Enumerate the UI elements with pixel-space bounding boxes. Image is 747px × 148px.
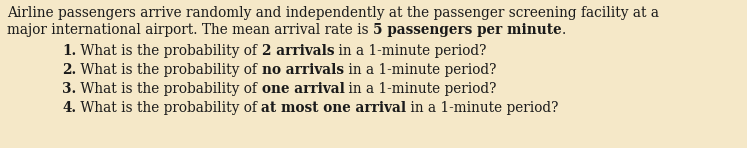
Text: What is the probability of: What is the probability of bbox=[76, 44, 261, 58]
Text: no arrivals: no arrivals bbox=[261, 63, 344, 77]
Text: 4.: 4. bbox=[62, 101, 76, 115]
Text: What is the probability of: What is the probability of bbox=[76, 101, 261, 115]
Text: 1.: 1. bbox=[62, 44, 76, 58]
Text: one arrival: one arrival bbox=[261, 82, 344, 96]
Text: 2 arrivals: 2 arrivals bbox=[261, 44, 334, 58]
Text: Airline passengers arrive randomly and independently at the passenger screening : Airline passengers arrive randomly and i… bbox=[7, 6, 659, 20]
Text: 5 passengers per minute: 5 passengers per minute bbox=[373, 23, 562, 37]
Text: .: . bbox=[562, 23, 566, 37]
Text: What is the probability of: What is the probability of bbox=[76, 63, 261, 77]
Text: 2.: 2. bbox=[62, 63, 76, 77]
Text: What is the probability of: What is the probability of bbox=[76, 82, 261, 96]
Text: in a 1-minute period?: in a 1-minute period? bbox=[334, 44, 486, 58]
Text: in a 1-minute period?: in a 1-minute period? bbox=[344, 63, 496, 77]
Text: 3.: 3. bbox=[62, 82, 76, 96]
Text: in a 1-minute period?: in a 1-minute period? bbox=[344, 82, 497, 96]
Text: in a 1-minute period?: in a 1-minute period? bbox=[406, 101, 559, 115]
Text: at most one arrival: at most one arrival bbox=[261, 101, 406, 115]
Text: major international airport. The mean arrival rate is: major international airport. The mean ar… bbox=[7, 23, 373, 37]
